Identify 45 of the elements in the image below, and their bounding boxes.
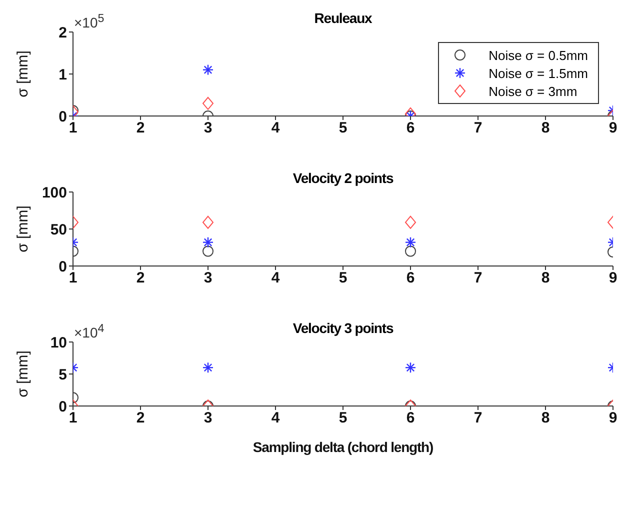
y-tick-label: 10 (50, 334, 67, 352)
x-tick-label: 3 (204, 120, 212, 137)
y-tick-label: 100 (42, 184, 67, 202)
x-tick-label: 5 (338, 120, 348, 137)
y-tick-label: 2 (58, 24, 67, 42)
chart-title: Velocity 3 points (292, 320, 394, 336)
x-tick-label: 8 (541, 410, 550, 427)
y-tick-label: 0 (58, 108, 67, 126)
y-tick-label: 0 (58, 398, 67, 416)
text: ×10$^{4}$ (74, 322, 104, 341)
y-tick-label: 0 (58, 258, 67, 276)
x-tick-label: 4 (271, 410, 280, 427)
x-tick-label: 2 (136, 120, 145, 137)
x-tick-label: 9 (608, 120, 618, 137)
x-tick-label: 4 (271, 270, 280, 287)
chart-title: Reuleaux (314, 10, 372, 26)
x-tick-label: 9 (608, 410, 618, 427)
x-tick-label: 9 (608, 270, 618, 287)
text: ×10$^{5}$ (74, 12, 104, 31)
x-tick-label: 2 (136, 270, 145, 287)
legend-label: Noise σ = 1.5mm (488, 66, 588, 80)
x-tick-label: 5 (338, 410, 348, 427)
y-axis-title: σ [mm] (14, 206, 32, 252)
x-tick-label: 6 (406, 120, 415, 137)
x-axis-title: Sampling delta (chord length) (252, 439, 434, 455)
x-tick-label: 8 (541, 270, 550, 287)
chart-title: Velocity 2 points (292, 170, 394, 186)
y-axis-title: σ [mm] (14, 50, 32, 98)
y-axis-title: σ [mm] (14, 350, 32, 398)
x-tick-label: 3 (204, 270, 212, 287)
x-tick-label: 7 (474, 270, 482, 287)
legend-label: Noise σ = 0.5mm (488, 48, 588, 62)
x-tick-label: 6 (406, 410, 415, 427)
x-tick-label: 6 (406, 270, 415, 287)
x-tick-label: 7 (474, 410, 482, 427)
legend-label: Noise σ = 3mm (488, 84, 578, 98)
y-tick-label: 5 (58, 366, 67, 384)
x-tick-label: 4 (271, 120, 280, 137)
x-tick-label: 3 (204, 410, 212, 427)
x-tick-label: 8 (541, 120, 550, 137)
y-tick-label: 50 (50, 221, 67, 238)
x-tick-label: 5 (338, 270, 348, 287)
x-tick-label: 7 (474, 120, 482, 137)
y-tick-label: 1 (58, 66, 67, 84)
x-tick-label: 2 (136, 410, 145, 427)
